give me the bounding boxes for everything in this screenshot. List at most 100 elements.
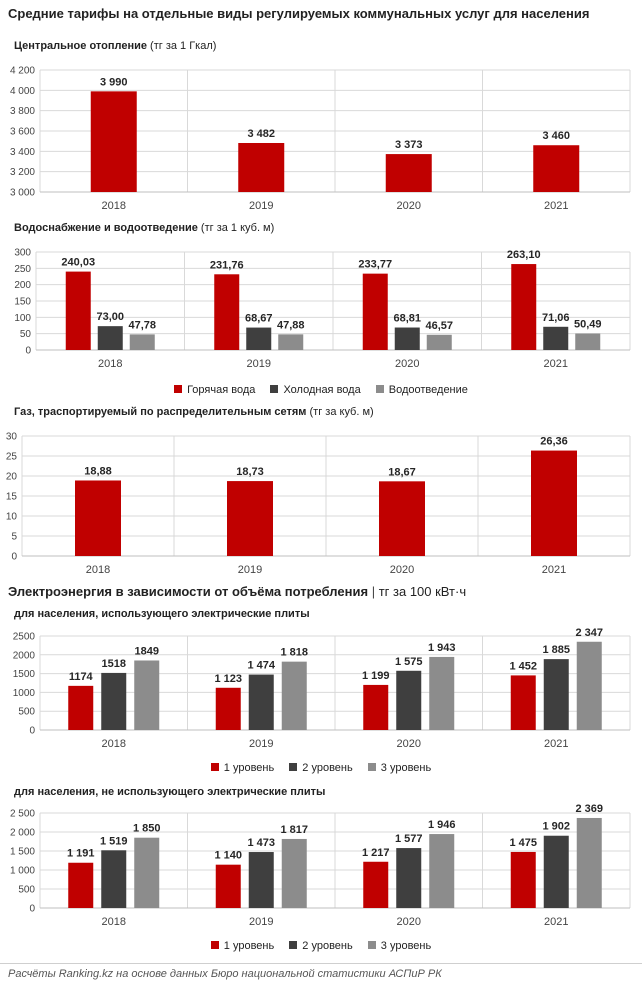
bar	[134, 837, 160, 908]
y-tick-label: 4 200	[10, 66, 35, 77]
bar	[429, 834, 455, 908]
data-label: 71,06	[542, 312, 570, 324]
bar	[379, 481, 425, 556]
data-label: 68,67	[245, 313, 273, 325]
bar	[129, 334, 155, 350]
y-tick-label: 2 500	[10, 809, 35, 820]
data-label: 2 369	[575, 803, 603, 815]
x-tick-label: 2021	[544, 358, 568, 370]
x-tick-label: 2019	[249, 738, 273, 750]
bar	[575, 333, 601, 350]
data-label: 50,49	[574, 319, 602, 331]
data-label: 46,57	[425, 320, 453, 332]
x-tick-label: 2018	[86, 564, 110, 576]
electricity-heading-separator: |	[371, 584, 376, 599]
y-tick-label: 500	[18, 885, 35, 896]
y-tick-label: 0	[29, 904, 35, 915]
y-tick-label: 5	[11, 532, 17, 543]
data-label: 2 347	[575, 627, 603, 639]
y-tick-label: 100	[14, 313, 31, 324]
x-tick-label: 2021	[544, 200, 568, 212]
x-tick-label: 2021	[542, 564, 566, 576]
data-label: 1 885	[542, 644, 570, 656]
data-label: 3 373	[395, 139, 423, 151]
bar	[385, 154, 432, 192]
y-tick-label: 3 400	[10, 147, 35, 158]
gas-title-text: Газ, траспортируемый по распределительны…	[14, 406, 307, 418]
legend-swatch-grey	[367, 763, 376, 771]
bar	[214, 274, 240, 350]
elec-nostoves-legend: 1 уровень 2 уровень 3 уровень	[0, 940, 642, 952]
legend-label-hot-water: Горячая вода	[187, 384, 256, 396]
x-tick-label: 2018	[102, 916, 126, 928]
data-label: 3 990	[100, 76, 128, 88]
data-label: 231,76	[210, 259, 244, 271]
data-label: 1 140	[214, 850, 242, 862]
legend-label-level-3: 3 уровень	[380, 940, 432, 952]
x-tick-label: 2020	[397, 916, 421, 928]
y-tick-label: 300	[14, 248, 31, 259]
bar	[75, 480, 121, 556]
bar	[531, 450, 577, 556]
data-label: 1 452	[509, 660, 537, 672]
x-tick-label: 2020	[397, 738, 421, 750]
data-label: 233,77	[358, 259, 392, 271]
bar	[510, 851, 536, 908]
bar	[246, 327, 272, 350]
data-label: 1 577	[395, 833, 423, 845]
legend-item-cold-water: Холодная вода	[270, 384, 361, 396]
bar	[97, 326, 123, 350]
legend-item-level-2: 2 уровень	[289, 940, 353, 952]
legend-swatch-red	[210, 941, 219, 949]
bar	[101, 850, 127, 908]
gas-unit-text: (тг за куб. м)	[309, 406, 374, 418]
data-label: 1 575	[395, 656, 423, 668]
data-label: 1 475	[509, 837, 537, 849]
bar	[281, 838, 307, 908]
elec-stoves-title-text: для населения, использующего электрическ…	[14, 608, 310, 620]
data-label: 18,88	[84, 465, 112, 477]
data-label: 18,73	[236, 466, 264, 478]
electricity-heading-main: Электроэнергия в зависимости от объёма п…	[8, 584, 369, 599]
bar	[511, 264, 537, 350]
bar	[215, 864, 241, 908]
data-label: 263,10	[507, 249, 541, 261]
bar	[362, 273, 388, 350]
bar	[396, 670, 422, 730]
x-tick-label: 2020	[395, 358, 419, 370]
legend-label-level-3: 3 уровень	[380, 762, 432, 774]
y-tick-label: 0	[25, 346, 31, 357]
y-tick-label: 10	[6, 512, 18, 523]
y-tick-label: 20	[6, 472, 18, 483]
legend-swatch-red	[174, 385, 183, 393]
bar	[68, 685, 94, 730]
bar	[543, 326, 569, 350]
heating-panel: Центральное отопление (тг за 1 Гкал) 3 0…	[0, 40, 642, 220]
x-tick-label: 2018	[102, 200, 126, 212]
data-label: 3 482	[247, 128, 275, 140]
bar	[278, 334, 304, 350]
page-title: Средние тарифы на отдельные виды регулир…	[8, 6, 590, 21]
data-label: 47,88	[277, 319, 305, 331]
y-tick-label: 50	[20, 329, 32, 340]
gas-panel: Газ, траспортируемый по распределительны…	[0, 406, 642, 581]
x-tick-label: 2019	[249, 200, 273, 212]
y-tick-label: 3 800	[10, 106, 35, 117]
y-tick-label: 0	[29, 726, 35, 737]
footer-divider	[0, 963, 642, 964]
data-label: 1 818	[280, 647, 308, 659]
data-label: 1 850	[133, 823, 161, 835]
source-note: Расчёты Ranking.kz на основе данных Бюро…	[8, 968, 442, 980]
legend-item-sewerage: Водоотведение	[375, 384, 468, 396]
data-label: 1 817	[280, 824, 308, 836]
y-tick-label: 1500	[13, 669, 36, 680]
gas-chart: 0 5 10 15 20 25 30 18,88 2018 18,73 2019 18,67 2020 2…	[6, 432, 631, 576]
y-tick-label: 500	[18, 707, 35, 718]
x-tick-label: 2020	[390, 564, 414, 576]
data-label: 1 123	[214, 673, 242, 685]
data-label: 1 474	[247, 660, 275, 672]
y-tick-label: 2000	[13, 650, 36, 661]
y-tick-label: 3 200	[10, 167, 35, 178]
water-chart: 0 50 100 150 200 250 300 240,03 73,00 47,78 2018 23…	[14, 248, 631, 370]
legend-swatch-grey	[375, 385, 384, 393]
